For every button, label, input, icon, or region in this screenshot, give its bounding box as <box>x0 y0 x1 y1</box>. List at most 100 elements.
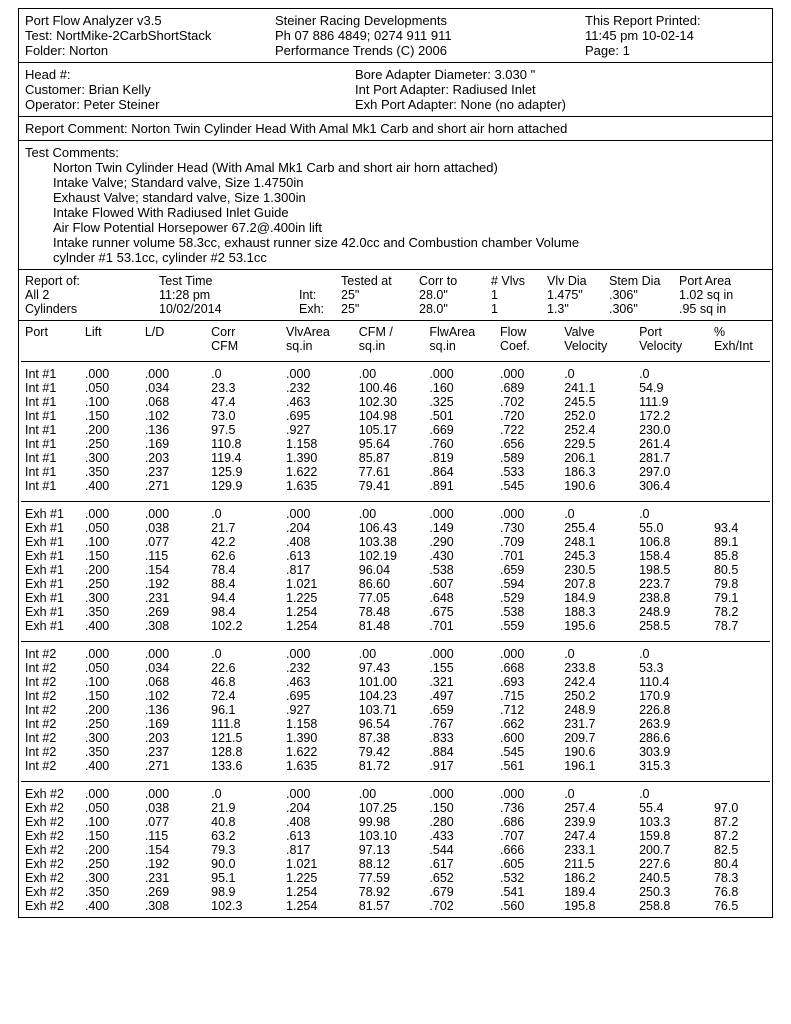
table-cell: .000 <box>496 787 560 801</box>
table-cell: 95.64 <box>355 437 426 451</box>
table-cell <box>710 759 770 773</box>
col-header: Valve Velocity <box>560 325 635 353</box>
customer: Customer: Brian Kelly <box>25 82 355 97</box>
table-cell: .000 <box>141 507 207 521</box>
table-cell: 226.8 <box>635 703 710 717</box>
table-cell <box>710 451 770 465</box>
table-cell: 99.98 <box>355 815 426 829</box>
table-cell: .695 <box>282 409 355 423</box>
table-row: Int #1.250.169110.81.15895.64.760.656229… <box>21 437 770 451</box>
table-cell: .864 <box>425 465 496 479</box>
table-cell: 78.3 <box>710 871 770 885</box>
sum-vlv-dia: Vlv Dia 1.475" 1.3" <box>547 274 609 316</box>
table-cell: 211.5 <box>560 857 635 871</box>
table-cell: 88.4 <box>207 577 282 591</box>
table-cell: 238.8 <box>635 591 710 605</box>
table-cell: 97.0 <box>710 801 770 815</box>
table-cell: .533 <box>496 465 560 479</box>
table-cell: 1.254 <box>282 899 355 913</box>
table-cell: 62.6 <box>207 549 282 563</box>
col-header: % Exh/Int <box>710 325 770 353</box>
table-cell: .617 <box>425 857 496 871</box>
table-cell: 102.30 <box>355 395 426 409</box>
table-cell <box>710 703 770 717</box>
table-cell: .000 <box>282 787 355 801</box>
table-cell: Exh #1 <box>21 605 81 619</box>
table-cell: .497 <box>425 689 496 703</box>
data-table: PortLiftL/DCorr CFMVlvArea sq.inCFM / sq… <box>21 325 770 913</box>
table-cell: 81.48 <box>355 619 426 633</box>
table-cell: .695 <box>282 689 355 703</box>
table-cell: .0 <box>560 787 635 801</box>
test-comment-line: Intake runner volume 58.3cc, exhaust run… <box>53 235 766 250</box>
table-cell: 159.8 <box>635 829 710 843</box>
table-cell: Exh #2 <box>21 857 81 871</box>
folder: Folder: Norton <box>25 43 275 58</box>
table-row: Exh #2.150.11563.2.613103.10.433.707247.… <box>21 829 770 843</box>
table-cell: .0 <box>207 647 282 661</box>
table-cell: .589 <box>496 451 560 465</box>
table-row: Int #2.000.000.0.000.00.000.000.0.0 <box>21 647 770 661</box>
table-cell: 245.5 <box>560 395 635 409</box>
table-cell: .154 <box>141 843 207 857</box>
table-cell: .000 <box>81 787 141 801</box>
table-cell: Int #1 <box>21 465 81 479</box>
table-cell: .068 <box>141 395 207 409</box>
table-cell: .701 <box>425 619 496 633</box>
test-comments-label: Test Comments: <box>25 145 766 160</box>
table-cell: 1.225 <box>282 871 355 885</box>
table-cell: 47.4 <box>207 395 282 409</box>
table-cell: 96.54 <box>355 717 426 731</box>
table-cell: .0 <box>560 507 635 521</box>
table-cell: .0 <box>207 507 282 521</box>
table-cell: 82.5 <box>710 843 770 857</box>
test-comment-line: Exhaust Valve; standard valve, Size 1.30… <box>53 190 766 205</box>
table-row: Int #2.200.13696.1.927103.71.659.712248.… <box>21 703 770 717</box>
table-cell: 104.23 <box>355 689 426 703</box>
table-row: Int #1.000.000.0.000.00.000.000.0.0 <box>21 367 770 381</box>
table-cell: 79.42 <box>355 745 426 759</box>
table-cell: .668 <box>496 661 560 675</box>
table-cell: 98.4 <box>207 605 282 619</box>
table-cell: Int #2 <box>21 703 81 717</box>
test-comment-line: Air Flow Potential Horsepower 67.2@.400i… <box>53 220 766 235</box>
table-cell: 229.5 <box>560 437 635 451</box>
table-row: Int #2.050.03422.6.23297.43.155.668233.8… <box>21 661 770 675</box>
table-cell: 106.43 <box>355 521 426 535</box>
table-cell <box>710 717 770 731</box>
table-cell: 98.9 <box>207 885 282 899</box>
table-cell: 78.7 <box>710 619 770 633</box>
summary-block: Report of: All 2 Cylinders Test Time 11:… <box>18 270 773 321</box>
table-cell: .605 <box>496 857 560 871</box>
table-cell: .308 <box>141 619 207 633</box>
table-cell: .0 <box>635 507 710 521</box>
table-cell: .722 <box>496 423 560 437</box>
sum-test-time: Test Time 11:28 pm 10/02/2014 <box>159 274 299 316</box>
table-cell: 94.4 <box>207 591 282 605</box>
table-cell: .350 <box>81 745 141 759</box>
table-cell: 190.6 <box>560 479 635 493</box>
table-cell: 97.13 <box>355 843 426 857</box>
col-header: L/D <box>141 325 207 353</box>
table-cell: .463 <box>282 395 355 409</box>
table-cell: 257.4 <box>560 801 635 815</box>
table-cell: .034 <box>141 381 207 395</box>
table-cell: 170.9 <box>635 689 710 703</box>
col-header: FlwArea sq.in <box>425 325 496 353</box>
table-cell: .034 <box>141 661 207 675</box>
table-cell: .927 <box>282 703 355 717</box>
table-cell: 77.59 <box>355 871 426 885</box>
table-cell: 242.4 <box>560 675 635 689</box>
table-cell: .400 <box>81 759 141 773</box>
data-table-box: PortLiftL/DCorr CFMVlvArea sq.inCFM / sq… <box>18 321 773 918</box>
header-block: Port Flow Analyzer v3.5 Steiner Racing D… <box>18 8 773 63</box>
table-cell: .200 <box>81 563 141 577</box>
table-cell: 110.4 <box>635 675 710 689</box>
table-cell: 1.622 <box>282 745 355 759</box>
table-cell: .136 <box>141 703 207 717</box>
table-cell: .000 <box>141 787 207 801</box>
table-cell: Exh #1 <box>21 577 81 591</box>
table-cell: .702 <box>425 899 496 913</box>
table-cell: 88.12 <box>355 857 426 871</box>
table-cell: .300 <box>81 591 141 605</box>
